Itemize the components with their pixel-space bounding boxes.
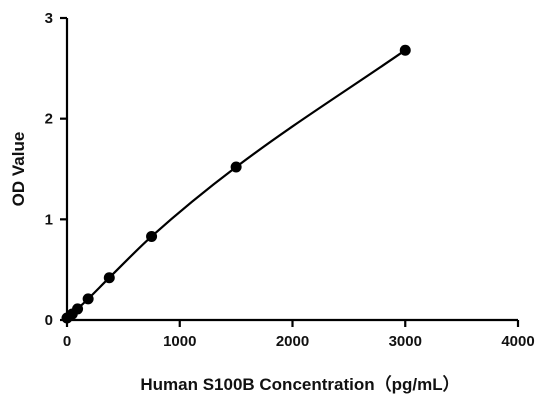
axes-group: 0 1 2 3 0 1000 2000 3000 4000 bbox=[45, 10, 535, 350]
data-point bbox=[146, 230, 158, 242]
x-tick-label: 1000 bbox=[163, 333, 196, 350]
y-tick-label: 3 bbox=[45, 10, 53, 27]
x-axis-title: Human S100B Concentration（pg/mL） bbox=[140, 374, 459, 394]
data-point bbox=[103, 272, 115, 284]
y-tick-label: 2 bbox=[45, 111, 53, 128]
y-tick-label: 0 bbox=[45, 312, 53, 329]
data-point bbox=[230, 161, 242, 173]
x-tick-label: 3000 bbox=[389, 333, 422, 350]
x-tick-label: 0 bbox=[63, 333, 71, 350]
data-point bbox=[399, 44, 411, 56]
y-axis-title: OD Value bbox=[9, 132, 28, 207]
data-point bbox=[82, 293, 94, 305]
x-tick-label: 4000 bbox=[501, 333, 534, 350]
x-tick-label: 2000 bbox=[276, 333, 309, 350]
fit-curve bbox=[66, 49, 406, 319]
data-points-group bbox=[61, 44, 411, 324]
y-tick-label: 1 bbox=[45, 211, 53, 228]
data-point bbox=[72, 303, 84, 315]
fit-curve-group bbox=[66, 49, 406, 319]
